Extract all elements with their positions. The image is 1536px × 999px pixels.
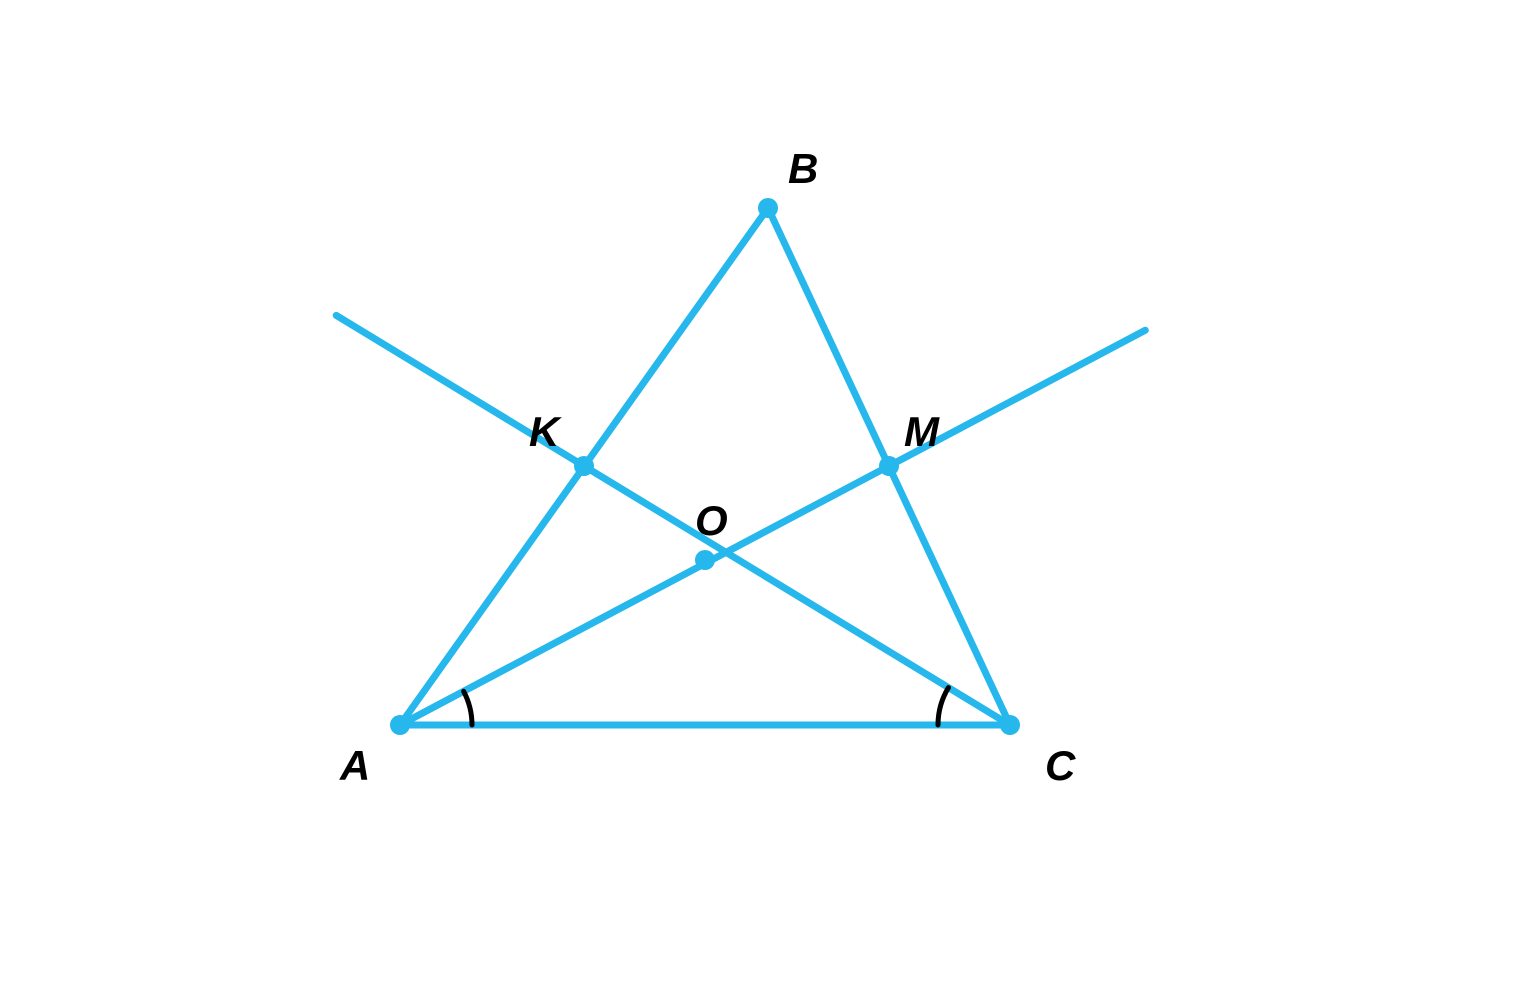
label-O: O	[695, 497, 728, 544]
point-A	[390, 715, 410, 735]
ray-A-M	[400, 330, 1145, 725]
point-B	[758, 198, 778, 218]
labels-layer: A B C K M O	[339, 145, 1076, 789]
label-K: K	[529, 408, 562, 455]
point-M	[879, 456, 899, 476]
point-C	[1000, 715, 1020, 735]
geometry-diagram: A B C K M O	[0, 0, 1536, 999]
label-C: C	[1045, 742, 1076, 789]
label-A: A	[339, 742, 370, 789]
angle-arc-C	[938, 688, 948, 725]
ray-C-K	[336, 315, 1010, 725]
lines-layer	[336, 208, 1145, 725]
angle-arcs-layer	[464, 688, 949, 725]
point-K	[574, 456, 594, 476]
label-M: M	[904, 408, 940, 455]
angle-arc-A	[464, 691, 472, 725]
points-layer	[390, 198, 1020, 735]
point-O	[695, 550, 715, 570]
label-B: B	[788, 145, 818, 192]
